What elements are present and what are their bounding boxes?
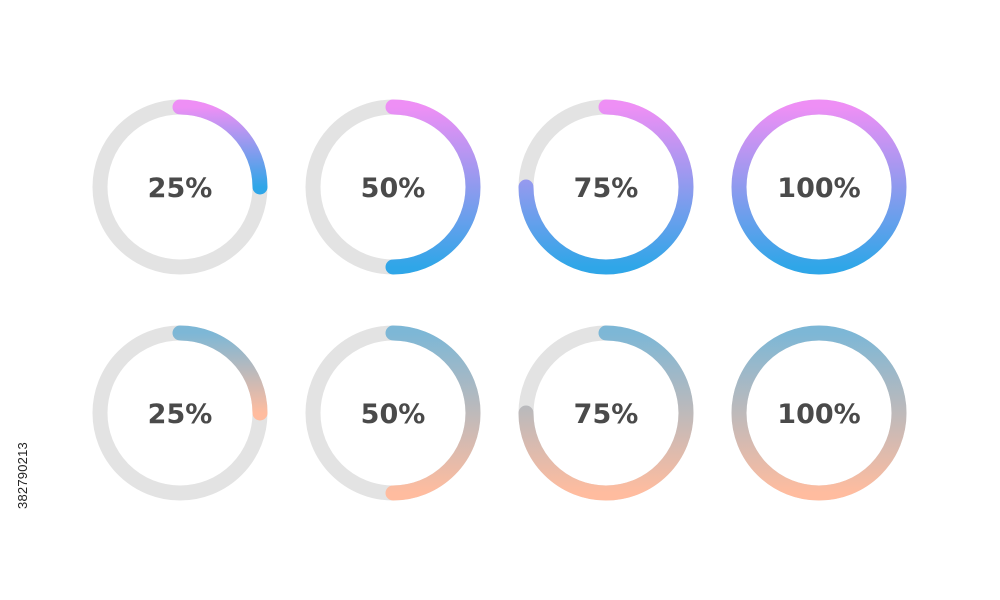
progress-ring: 50% <box>305 325 481 501</box>
ring-progress-arc <box>172 99 268 195</box>
ring-progress-arc <box>385 99 481 275</box>
ring-percent-label: 100% <box>777 173 860 204</box>
ring-percent-label: 75% <box>574 399 639 430</box>
progress-ring: 50% <box>305 99 481 275</box>
ring-progress-arc <box>172 325 268 421</box>
ring-progress-arc <box>385 325 481 501</box>
ring-progress-arc <box>518 325 694 501</box>
progress-ring: 75% <box>518 325 694 501</box>
progress-ring: 25% <box>92 99 268 275</box>
ring-percent-label: 100% <box>777 399 860 430</box>
ring-progress-arc <box>731 99 907 275</box>
ring-percent-label: 25% <box>148 173 213 204</box>
ring-progress-arc <box>518 99 694 275</box>
stock-id-text: 382790213 <box>14 441 30 509</box>
progress-ring: 100% <box>731 325 907 501</box>
ring-percent-label: 50% <box>361 173 426 204</box>
progress-ring: 25% <box>92 325 268 501</box>
progress-ring: 100% <box>731 99 907 275</box>
stock-id-vertical: 382790213 <box>10 365 34 585</box>
ring-progress-arc <box>731 325 907 501</box>
ring-percent-label: 50% <box>361 399 426 430</box>
ring-percent-label: 75% <box>574 173 639 204</box>
progress-ring: 75% <box>518 99 694 275</box>
ring-percent-label: 25% <box>148 399 213 430</box>
